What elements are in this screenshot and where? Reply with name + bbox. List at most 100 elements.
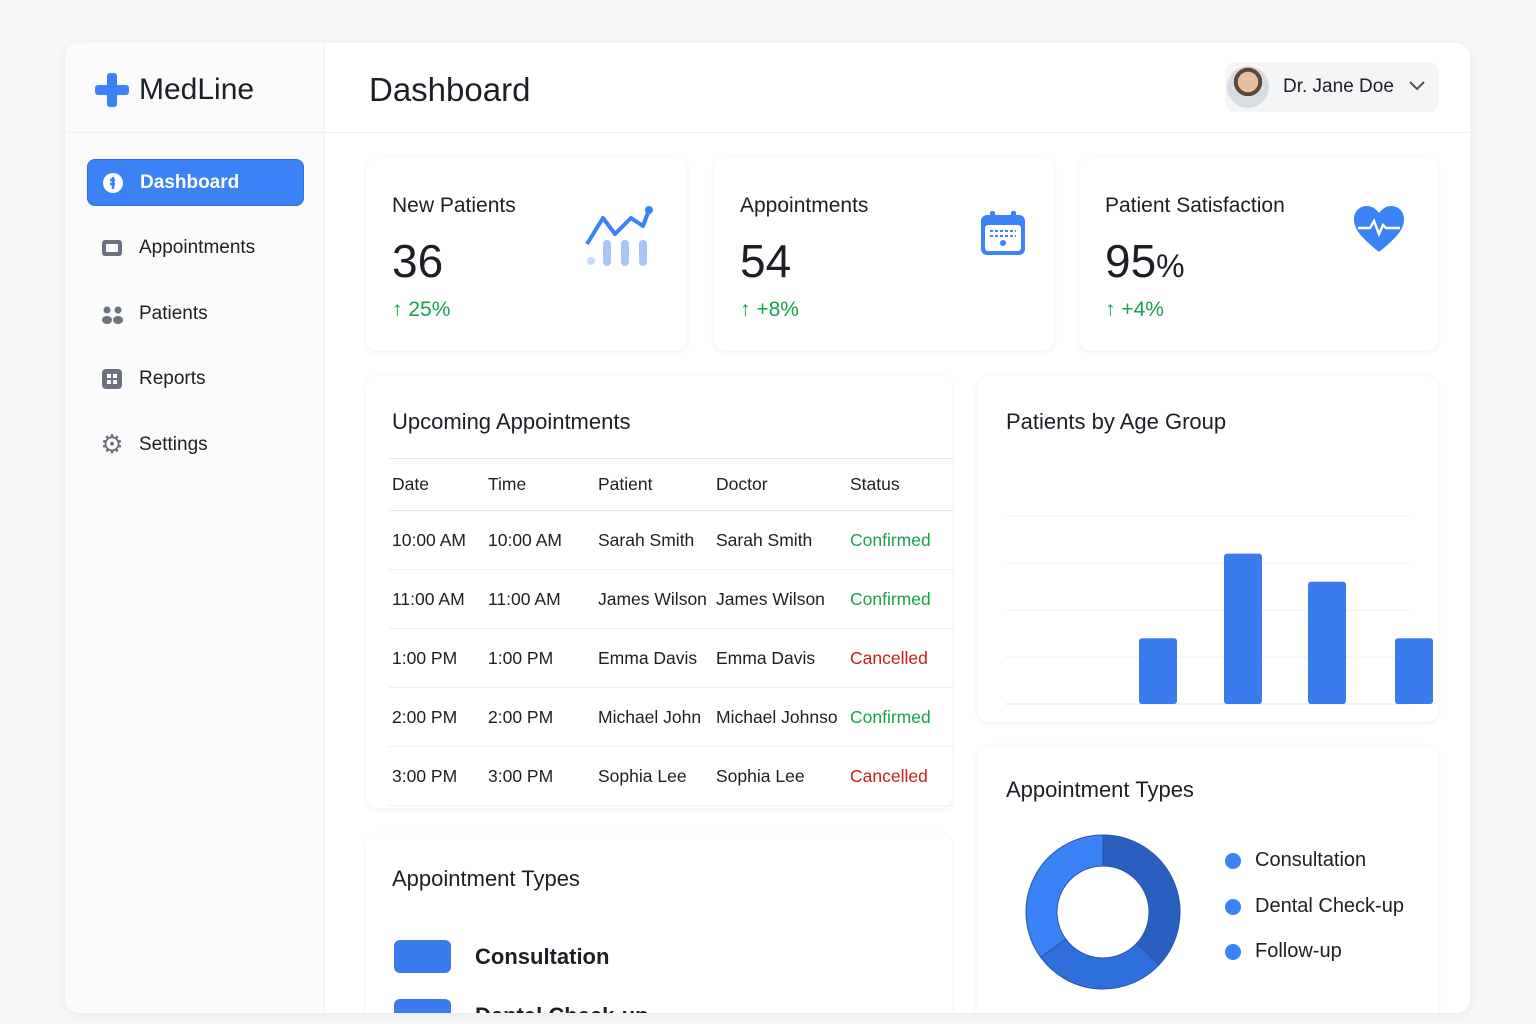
- stat-label: Appointments: [740, 194, 869, 217]
- table-cell: 10:00 AM: [389, 510, 485, 570]
- stat-value: 54: [740, 235, 792, 287]
- logo[interactable]: MedLine: [95, 73, 254, 107]
- sidebar-item-label: Dashboard: [140, 171, 240, 193]
- x-tick-label: 0-18: [1141, 719, 1175, 722]
- stat-label: Patient Satisfaction: [1105, 194, 1285, 217]
- trend-chart-icon: [585, 204, 655, 273]
- column-header[interactable]: Patient: [595, 458, 713, 511]
- donut-chart: [1025, 834, 1181, 990]
- table-cell: 3:00 PM: [389, 746, 485, 806]
- sidebar-item-settings[interactable]: ⚙ Settings: [87, 421, 304, 468]
- sidebar-item-patients[interactable]: Patients: [87, 290, 304, 337]
- column-header[interactable]: Date: [389, 458, 485, 511]
- sidebar-item-label: Reports: [139, 368, 206, 389]
- sidebar-nav: Dashboard Appointments Patients Reports …: [87, 159, 304, 487]
- color-swatch: [394, 999, 451, 1013]
- status-badge: Confirmed: [847, 569, 953, 629]
- heart-pulse-icon: [1352, 204, 1406, 259]
- section-title: Appointment Types: [392, 866, 580, 891]
- table-cell: Sarah Smith: [713, 510, 847, 570]
- status-badge: Cancelled: [847, 628, 953, 688]
- table-cell: James Wilson: [595, 569, 713, 629]
- patients-icon: [101, 303, 123, 325]
- color-swatch: [394, 940, 451, 973]
- upcoming-appointments-card: Upcoming Appointments Date Time Patient …: [366, 376, 953, 808]
- chart-title: Appointment Types: [1006, 777, 1194, 802]
- sidebar-item-label: Settings: [139, 433, 208, 455]
- table-cell: Emma Davis: [713, 628, 847, 688]
- bar-chart: 0-18 19-35 36-55 56+: [1005, 515, 1433, 722]
- legend-item: Dental Check-up: [1225, 895, 1404, 918]
- table-row[interactable]: 11:00 AM 11:00 AM James Wilson James Wilson…: [389, 569, 953, 629]
- bar-36-55[interactable]: [1308, 581, 1346, 704]
- table-row[interactable]: 2:00 PM 2:00 PM Michael John Michael Johnso…: [389, 687, 953, 747]
- legend-item: Consultation: [1225, 849, 1366, 872]
- x-tick-label: 56+: [1400, 719, 1429, 722]
- calendar-icon: [980, 210, 1026, 261]
- divider: [65, 132, 325, 133]
- stat-card-new-patients: New Patients 36 ↑ 25%: [366, 158, 687, 351]
- table-row[interactable]: 3:00 PM 3:00 PM Sophia Lee Sophia Lee Cancel…: [389, 746, 953, 806]
- table-cell: James Wilson: [713, 569, 847, 629]
- table-cell: Sophia Lee: [713, 746, 847, 806]
- table-row[interactable]: 1:00 PM 1:00 PM Emma Davis Emma Davis Cancel…: [389, 628, 953, 688]
- donut-slice-2[interactable]: [1025, 834, 1104, 958]
- table-cell: Michael Johnso: [713, 687, 847, 747]
- legend-dot: [1225, 852, 1241, 869]
- table-cell: 10:00 AM: [485, 510, 595, 570]
- column-header[interactable]: Time: [485, 458, 595, 511]
- sidebar-item-appointments[interactable]: Appointments: [87, 225, 304, 272]
- chevron-down-icon: [1408, 76, 1426, 98]
- user-menu[interactable]: Dr. Jane Doe: [1225, 62, 1439, 112]
- status-badge: Confirmed: [847, 687, 953, 747]
- sidebar-item-reports[interactable]: Reports: [87, 356, 304, 403]
- table-cell: 11:00 AM: [485, 569, 595, 629]
- legend-item: Follow-up: [1225, 940, 1342, 963]
- stat-change: ↑ +4%: [1105, 298, 1164, 321]
- legend-dot: [1225, 943, 1241, 960]
- section-title: Upcoming Appointments: [392, 409, 631, 434]
- donut-slice-0[interactable]: [1102, 834, 1181, 966]
- bar-19-35[interactable]: [1224, 553, 1262, 704]
- sidebar: MedLine Dashboard Appointments Patients …: [65, 43, 325, 1013]
- table-cell: 2:00 PM: [485, 687, 595, 747]
- table-cell: 3:00 PM: [485, 746, 595, 806]
- legend-dot: [1225, 898, 1241, 915]
- page-title: Dashboard: [369, 71, 531, 108]
- appointments-table: Date Time Patient Doctor Status 10:00 AM…: [389, 458, 953, 806]
- table-cell: Sarah Smith: [595, 510, 713, 570]
- table-cell: 2:00 PM: [389, 687, 485, 747]
- legend-label: Consultation: [1255, 849, 1367, 871]
- table-cell: Emma Davis: [595, 628, 713, 688]
- column-header[interactable]: Status: [847, 458, 953, 511]
- type-label: Consultation: [475, 943, 610, 969]
- sidebar-item-label: Patients: [139, 302, 208, 324]
- type-label: Dental Check-up: [475, 1003, 649, 1014]
- sidebar-item-dashboard[interactable]: Dashboard: [87, 159, 304, 206]
- column-header[interactable]: Doctor: [713, 458, 847, 511]
- table-cell: Sophia Lee: [595, 746, 713, 806]
- bar-0-18[interactable]: [1139, 638, 1177, 704]
- app-name: MedLine: [139, 73, 255, 106]
- stat-value: 95%: [1105, 235, 1185, 287]
- table-row[interactable]: 10:00 AM 10:00 AM Sarah Smith Sarah Smith Co…: [389, 510, 953, 570]
- stat-change: ↑ 25%: [392, 298, 451, 321]
- x-tick-label: 19-35: [1221, 719, 1264, 722]
- sidebar-item-label: Appointments: [139, 237, 256, 258]
- dashboard-icon: [102, 172, 124, 194]
- medical-cross-icon: [95, 73, 129, 107]
- bar-56+[interactable]: [1395, 638, 1433, 704]
- stat-card-satisfaction: Patient Satisfaction 95% ↑ +4%: [1079, 158, 1438, 351]
- avatar: [1227, 66, 1269, 108]
- age-group-chart-card: Patients by Age Group 0-18 19-35 36-55 56+: [977, 376, 1438, 722]
- stat-value: 36: [392, 235, 444, 287]
- header: Dashboard Dr. Jane Doe: [325, 43, 1470, 133]
- stat-label: New Patients: [392, 194, 516, 217]
- list-item: Consultation: [394, 940, 609, 973]
- appointments-icon: [101, 237, 123, 259]
- app-window: MedLine Dashboard Appointments Patients …: [65, 43, 1470, 1013]
- list-item: Dental Check-up: [394, 999, 649, 1013]
- status-badge: Cancelled: [847, 746, 953, 806]
- table-cell: 1:00 PM: [389, 628, 485, 688]
- stat-card-appointments: Appointments 54 ↑ +8%: [714, 158, 1054, 351]
